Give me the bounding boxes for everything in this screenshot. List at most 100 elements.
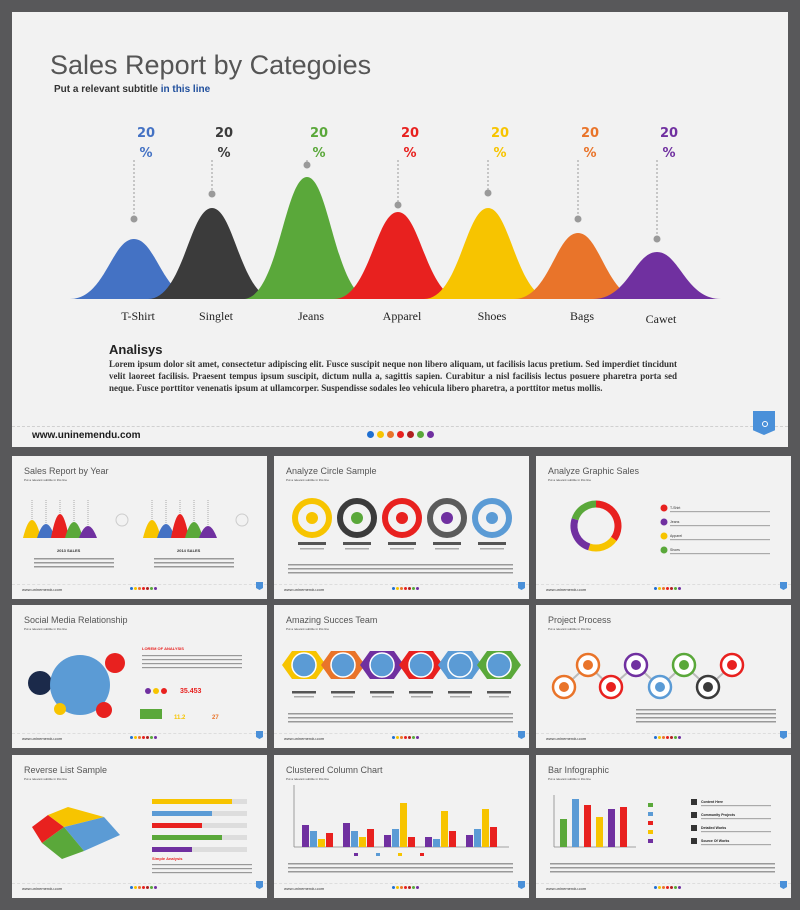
footer-dot (396, 886, 399, 889)
text-line (34, 566, 114, 568)
column (490, 827, 497, 847)
legend-label: Shoes (670, 548, 680, 552)
text-line (345, 548, 369, 550)
thumbnail-website: www.uninemendu.com (284, 736, 325, 741)
main-slide[interactable]: Sales Report by Categoies Put a relevant… (12, 12, 788, 447)
category-label: Shoes (477, 309, 507, 323)
mini-circle (235, 513, 249, 527)
footer-dot (146, 587, 149, 590)
column (433, 839, 440, 847)
footer-dot (400, 736, 403, 739)
text-line (152, 872, 252, 874)
member-role (333, 696, 353, 698)
text-line (288, 867, 513, 869)
step-label (478, 542, 506, 545)
ring-icon (486, 512, 498, 524)
thumbnail-slide[interactable]: 2013 SALES 2014 SALES Sales Report by Year… (12, 456, 267, 599)
text-line (636, 709, 776, 711)
thumbnail-title: Analyze Graphic Sales (548, 466, 640, 476)
percent-sign: % (662, 146, 676, 161)
bar-fill (152, 799, 232, 804)
website-url[interactable]: www.uninemendu.com (32, 430, 141, 441)
stat-value: 11.2 (174, 715, 186, 721)
thumbnail-slide[interactable]: Content Here Community Projects Detailed W… (536, 755, 791, 898)
avatar (486, 652, 512, 678)
bar (596, 817, 603, 847)
mini-peak (171, 514, 189, 538)
mini-peak (143, 520, 161, 538)
thumbnail-slide[interactable]: T-Shirt Jeans Apparel Shoes Analyze Graphic … (536, 456, 791, 599)
percent-value: 20% (204, 124, 244, 164)
peak-t-shirt (70, 239, 198, 299)
footer-dot (392, 587, 395, 590)
footer-divider (536, 733, 791, 734)
legend-dot (660, 532, 668, 540)
peak-bags (514, 233, 642, 299)
percent-number: 20 (309, 126, 329, 141)
footer-dot (670, 587, 673, 590)
footer-color-dots (654, 587, 681, 590)
footer-divider (12, 426, 788, 428)
thumbnail-slide[interactable]: Simple Analysis Reverse List Sample Put a … (12, 755, 267, 898)
footer-dot (678, 886, 681, 889)
footer-dot (654, 736, 657, 739)
text-line (390, 548, 414, 550)
bar (560, 819, 567, 847)
thumbnail-slide[interactable]: Project Process Put a relevant subtitle i… (536, 605, 791, 748)
peak-cawet (593, 252, 721, 299)
thumbnail-subtitle: Put a relevant subtitle in this line (548, 478, 592, 482)
column (318, 839, 325, 847)
legend-swatch (648, 830, 653, 834)
thumbnail-website: www.uninemendu.com (546, 736, 587, 741)
thumbnail-slide[interactable]: LOREM OF ANALYSIS 35.453 11.2 27 Social Medi… (12, 605, 267, 748)
footer-dot (674, 587, 677, 590)
footer-dot (404, 587, 407, 590)
percent-sign: % (583, 146, 597, 161)
thumbnail-slide[interactable]: Analyze Circle Sample Put a relevant subt… (274, 456, 529, 599)
thumbnail-website: www.uninemendu.com (546, 886, 587, 891)
stat-value: 35.453 (180, 688, 202, 695)
text-line (142, 659, 242, 661)
column (310, 831, 317, 847)
bookmark-badge-icon (780, 881, 787, 889)
thumbnail-slide[interactable]: Clustered Column Chart Put a relevant sub… (274, 755, 529, 898)
bookmark-badge-icon (256, 582, 263, 590)
column (466, 835, 473, 847)
legend-dot (660, 546, 668, 554)
list-label: Community Projects (701, 813, 735, 817)
text-line (670, 525, 770, 527)
footer-color-dots (367, 431, 434, 438)
footer-divider (536, 883, 791, 884)
footer-dot (412, 886, 415, 889)
footer-dot (408, 587, 411, 590)
avatar (447, 652, 473, 678)
column (408, 837, 415, 847)
footer-dot (654, 587, 657, 590)
column (367, 829, 374, 847)
thumbnail-graphic (551, 652, 776, 723)
footer-dot (416, 587, 419, 590)
footer-dot (138, 886, 141, 889)
footer-dot (142, 736, 145, 739)
process-icon (679, 660, 689, 670)
text-line (636, 717, 776, 719)
bar-fill (152, 811, 212, 816)
bubble (50, 655, 110, 715)
ring-icon (441, 512, 453, 524)
footer-dot (662, 587, 665, 590)
thumbnail-title: Reverse List Sample (24, 765, 108, 775)
list-icon (691, 799, 697, 805)
text-line (288, 572, 513, 574)
mini-circle (115, 513, 129, 527)
member-name (448, 691, 472, 694)
bookmark-badge-icon (753, 411, 775, 435)
leader-dot (653, 235, 661, 243)
footer-dot (674, 736, 677, 739)
thumbnail-slide[interactable]: Amazing Succes Team Put a relevant subtit… (274, 605, 529, 748)
bar-fill (152, 835, 222, 840)
mini-peak (51, 514, 69, 538)
thumbnail-subtitle: Put a relevant subtitle in this line (286, 777, 330, 781)
percent-value: 20% (390, 124, 430, 164)
thumbnail-graphic: LOREM OF ANALYSIS 35.453 11.2 27 (28, 646, 242, 721)
footer-dot (408, 886, 411, 889)
